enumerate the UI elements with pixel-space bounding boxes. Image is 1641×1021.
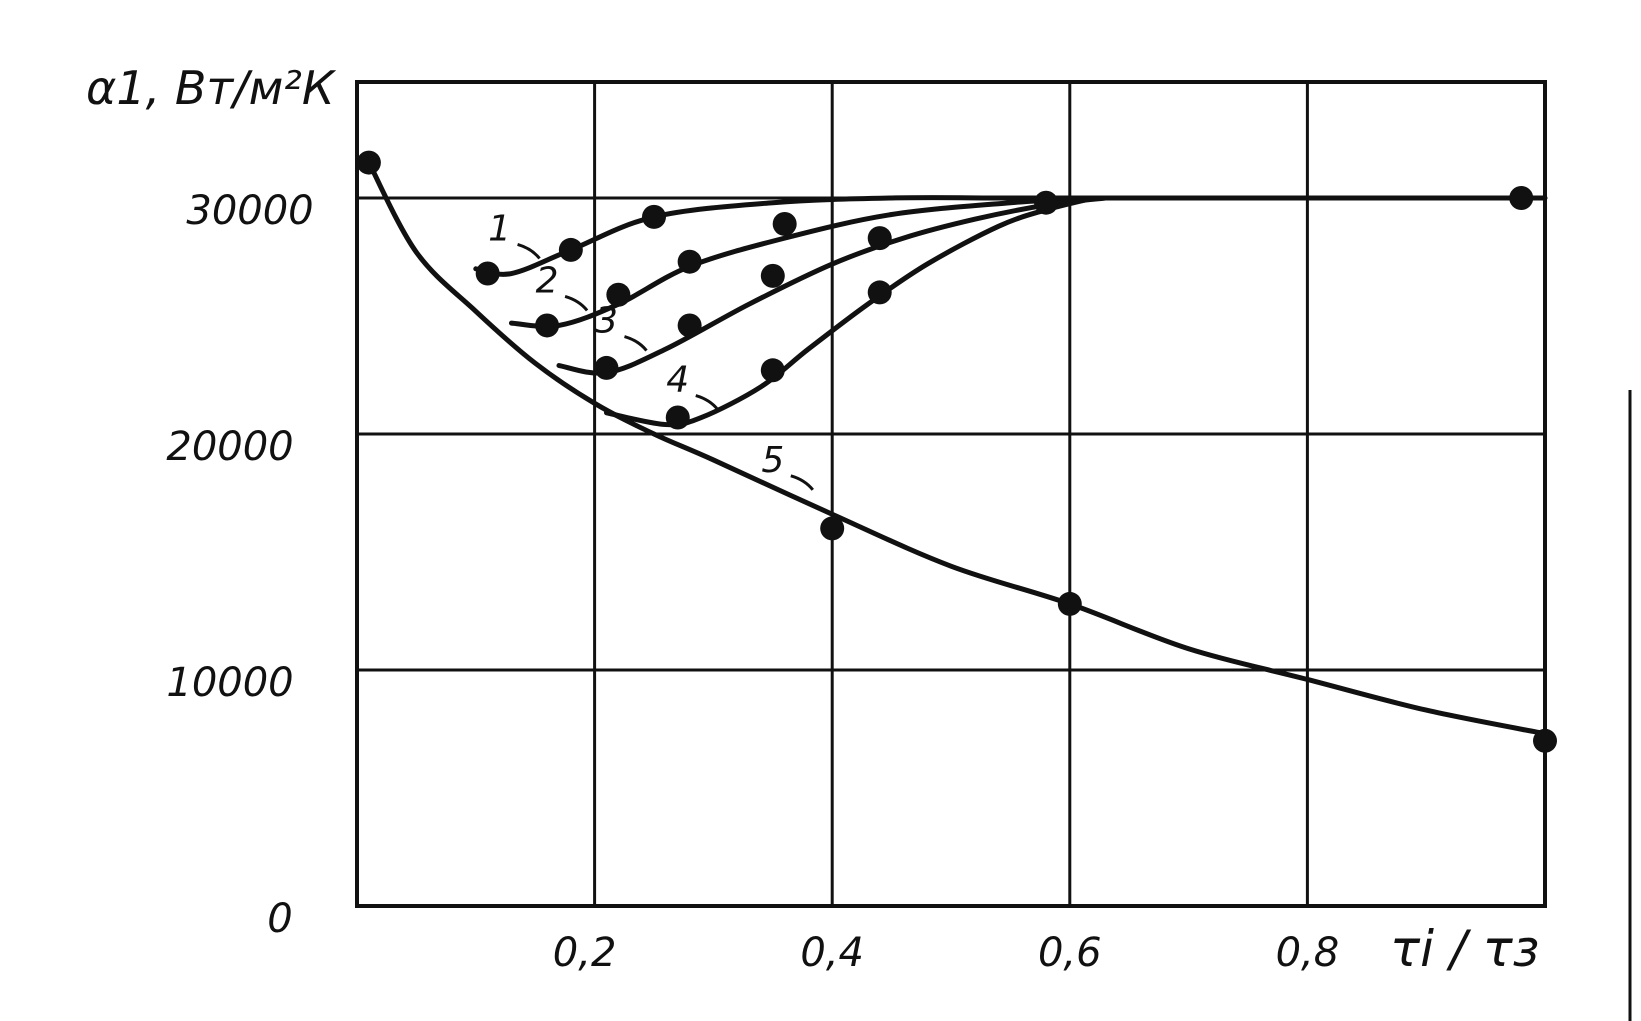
curve-label-1: 1 bbox=[488, 208, 511, 249]
data-point-1 bbox=[558, 237, 583, 262]
series-line-2 bbox=[508, 195, 1097, 329]
curve-label-leader bbox=[564, 294, 589, 312]
data-point-4 bbox=[867, 280, 892, 305]
curve-label-4: 4 bbox=[666, 360, 689, 401]
curve-label-leader bbox=[624, 335, 648, 352]
data-point-1 bbox=[475, 261, 500, 286]
y-tick-label: 20000 bbox=[166, 424, 293, 470]
curve-label-leader bbox=[790, 474, 814, 491]
y-tick-label: 0 bbox=[267, 896, 292, 942]
data-point-3 bbox=[760, 263, 785, 288]
data-point-5 bbox=[820, 516, 845, 541]
data-point-1 bbox=[642, 204, 666, 229]
x-tick-label: 0,8 bbox=[1276, 930, 1340, 976]
x-tick-label: 0,4 bbox=[800, 930, 864, 976]
y-tick-label: 30000 bbox=[186, 188, 313, 234]
data-point-5 bbox=[1057, 591, 1082, 616]
series-line-5 bbox=[366, 160, 1548, 737]
data-point-2 bbox=[535, 313, 560, 338]
y-axis-label: α1, Вт/м²К bbox=[86, 61, 337, 115]
marker-group bbox=[356, 150, 1557, 753]
curve-label-5: 5 bbox=[761, 440, 784, 481]
series-line-3 bbox=[556, 195, 1108, 376]
x-tick-label: 0,2 bbox=[553, 930, 617, 976]
data-point-4 bbox=[1034, 190, 1059, 215]
curve-label-leader bbox=[517, 243, 541, 260]
data-point-3 bbox=[677, 313, 702, 338]
y-tick-label: 10000 bbox=[166, 660, 293, 706]
data-point-5 bbox=[356, 150, 381, 175]
x-tick-label: 0,6 bbox=[1038, 930, 1102, 976]
data-point-2 bbox=[606, 282, 631, 307]
data-point-4 bbox=[760, 358, 785, 383]
curve-label-2: 2 bbox=[536, 260, 559, 301]
data-point-5 bbox=[1533, 728, 1557, 753]
label-group: 123 4 5 bbox=[488, 208, 814, 491]
data-point-3 bbox=[867, 226, 892, 251]
x-axis-label: τi / τз bbox=[1390, 920, 1539, 978]
series-line-1 bbox=[473, 195, 1548, 277]
data-point-2 bbox=[772, 211, 797, 236]
data-point-2 bbox=[677, 249, 702, 274]
data-point-4 bbox=[665, 405, 690, 430]
tick-label-group: 0,2 0,4 0,6 0,8 0 10000 20000 30000 bbox=[166, 188, 1339, 976]
series-group bbox=[366, 160, 1548, 737]
plot-frame bbox=[355, 80, 1547, 908]
curve-label-leader bbox=[695, 394, 719, 411]
curve-label-3: 3 bbox=[595, 301, 618, 342]
data-point-3 bbox=[594, 355, 619, 380]
data-point-5 bbox=[1509, 186, 1534, 210]
